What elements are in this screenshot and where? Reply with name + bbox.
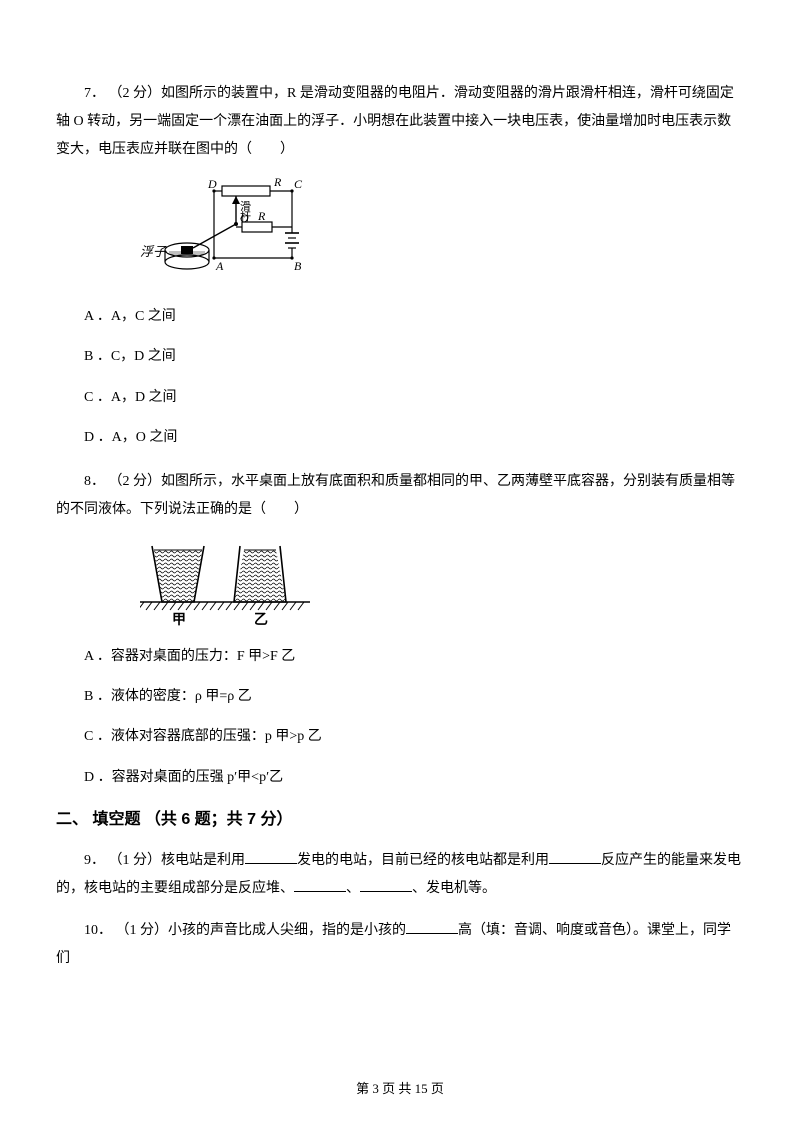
q8-opt-c: C ．液体对容器底部的压强：p 甲>p 乙 xyxy=(56,726,744,748)
q8-label-right: 乙 xyxy=(254,612,268,628)
blank-2 xyxy=(549,850,601,864)
q7-text: 7． （2 分）如图所示的装置中，R 是滑动变阻器的电阻片．滑动变阻器的滑片跟滑… xyxy=(56,80,744,164)
blank-4 xyxy=(360,878,412,892)
q10-text: 10． （1 分）小孩的声音比成人尖细，指的是小孩的高（填：音调、响度或音色）。… xyxy=(56,917,744,973)
q7-figure: 浮子 D C A B O 滑 杆 R R xyxy=(140,178,744,288)
svg-text:杆: 杆 xyxy=(240,209,251,223)
q9-mid1: 发电的电站，目前已经的核电站都是利用 xyxy=(297,853,549,868)
blank-3 xyxy=(294,878,346,892)
blank-5 xyxy=(406,920,458,934)
svg-text:R: R xyxy=(273,178,282,189)
q8-opt-b: B ．液体的密度：ρ 甲=ρ 乙 xyxy=(56,686,744,708)
svg-text:R: R xyxy=(257,209,266,223)
svg-text:A: A xyxy=(215,259,224,273)
q7-opt-b: B ．C，D 之间 xyxy=(56,346,744,368)
blank-1 xyxy=(245,850,297,864)
label-float: 浮子 xyxy=(140,244,167,259)
svg-text:B: B xyxy=(294,259,302,273)
q8-opt-a: A ．容器对桌面的压力：F 甲>F 乙 xyxy=(56,646,744,668)
q9-text: 9． （1 分）核电站是利用发电的电站，目前已经的核电站都是利用反应产生的能量来… xyxy=(56,847,744,903)
q7-opt-c: C ．A，D 之间 xyxy=(56,387,744,409)
q9-pre: 9． （1 分）核电站是利用 xyxy=(84,853,245,868)
q9-mid3: 、 xyxy=(346,881,360,896)
q8-figure: 甲 乙 xyxy=(140,538,744,628)
svg-text:C: C xyxy=(294,178,303,191)
q7-opt-d: D ．A，O 之间 xyxy=(56,427,744,449)
section-2-title: 二、 填空题 （共 6 题；共 7 分） xyxy=(56,807,744,833)
q8-text: 8． （2 分）如图所示，水平桌面上放有底面积和质量都相同的甲、乙两薄壁平底容器… xyxy=(56,468,744,524)
page-footer: 第 3 页 共 15 页 xyxy=(0,1079,800,1100)
q9-post: 、发电机等。 xyxy=(412,881,496,896)
q10-pre: 10． （1 分）小孩的声音比成人尖细，指的是小孩的 xyxy=(84,923,406,938)
q8-opt-d: D ．容器对桌面的压强 p′甲<p′乙 xyxy=(56,767,744,789)
q8-label-left: 甲 xyxy=(172,612,186,628)
svg-text:D: D xyxy=(207,178,217,191)
q7-opt-a: A ．A，C 之间 xyxy=(56,306,744,328)
